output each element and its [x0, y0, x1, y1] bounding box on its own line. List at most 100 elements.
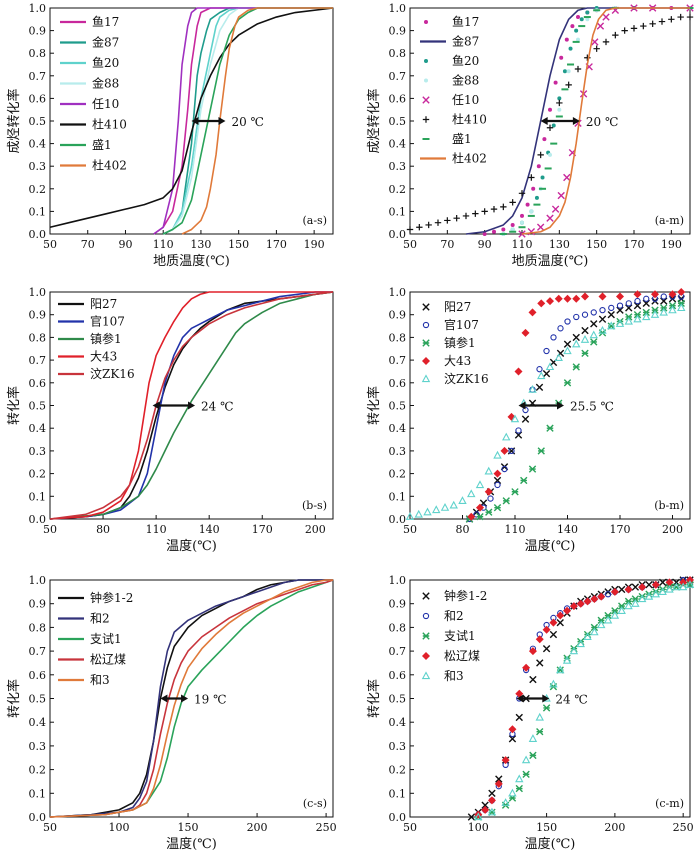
data-point — [492, 229, 496, 234]
data-point — [528, 734, 538, 742]
x-tick-label: 50 — [403, 523, 417, 536]
data-point — [643, 295, 650, 302]
data-point — [625, 304, 633, 312]
y-tick-label: 0.3 — [29, 740, 47, 753]
y-tick-label: 0.5 — [29, 115, 47, 128]
data-point — [501, 756, 510, 765]
legend-swatch — [422, 612, 430, 620]
legend-entry: 支试1 — [422, 628, 476, 643]
data-point — [536, 727, 544, 736]
data-point — [536, 366, 543, 373]
series-鱼20 — [162, 7, 333, 235]
series-line — [49, 579, 333, 818]
annotation: 20 ℃ — [540, 115, 618, 129]
y-tick-label: 0.5 — [389, 400, 407, 413]
data-point — [528, 308, 537, 317]
series-line — [162, 7, 333, 235]
y-tick-label: 1.0 — [389, 2, 407, 15]
data-point — [554, 353, 563, 361]
series-line — [49, 579, 334, 818]
legend-entry: 和2 — [422, 609, 464, 623]
annotation-arrow-head-right — [557, 401, 564, 410]
legend-swatch — [422, 321, 430, 329]
data-point — [453, 214, 460, 222]
annotation-arrow-head-right — [218, 117, 226, 125]
data-point — [658, 587, 667, 595]
series-line — [465, 7, 690, 235]
series-line — [181, 7, 333, 235]
legend-entry: 钟参1-2 — [422, 588, 487, 603]
data-point — [590, 338, 598, 346]
data-point — [501, 798, 510, 806]
x-tick-label: 170 — [252, 523, 273, 536]
x-tick-label: 200 — [247, 821, 268, 834]
data-point — [542, 137, 547, 142]
data-point — [515, 427, 522, 434]
data-point — [528, 647, 537, 656]
data-point — [686, 13, 694, 21]
y-tick-label: 0.0 — [29, 513, 47, 526]
data-point — [548, 107, 552, 112]
y-tick-label: 0.7 — [389, 645, 407, 658]
data-point — [482, 232, 487, 236]
data-point — [596, 620, 606, 629]
data-point — [472, 210, 479, 217]
data-point — [474, 812, 483, 821]
y-tick-label: 0.7 — [389, 354, 407, 367]
series-任10 — [153, 7, 333, 235]
legend-entry: 官107 — [58, 314, 125, 329]
y-tick-label: 0.0 — [389, 228, 407, 241]
y-tick-label: 0.7 — [389, 70, 407, 83]
legend-entry: 镇参1 — [58, 331, 122, 346]
y-tick-label: 0.5 — [389, 115, 407, 128]
legend-entry: 任10 — [422, 93, 479, 107]
data-point — [510, 222, 515, 227]
data-point — [563, 379, 572, 387]
legend-entry: 和2 — [58, 612, 110, 626]
data-point — [508, 725, 517, 734]
data-point — [467, 512, 476, 521]
y-tick-label: 0.2 — [389, 183, 407, 196]
x-axis-label: 温度(℃) — [525, 538, 576, 554]
data-point — [590, 627, 599, 636]
data-point — [528, 465, 537, 473]
data-point — [545, 362, 555, 371]
legend-label: 钟参1-2 — [444, 588, 487, 603]
data-point — [618, 602, 626, 610]
data-point — [573, 313, 580, 321]
data-point — [521, 328, 530, 337]
legend-entry: 支试1 — [58, 631, 122, 646]
legend-entry: 鱼17 — [424, 15, 479, 29]
panel-label: (c-m) — [655, 797, 684, 810]
series-line — [49, 291, 333, 520]
data-point — [576, 15, 580, 20]
data-point — [658, 18, 666, 25]
data-point — [677, 288, 686, 296]
data-point — [502, 432, 511, 441]
series-杜402 — [521, 7, 690, 235]
legend-swatch — [422, 632, 430, 640]
y-tick-label: 1.0 — [389, 286, 407, 299]
y-tick-label: 0.3 — [29, 445, 47, 458]
legend-entry: 金88 — [424, 73, 479, 88]
data-point — [563, 294, 572, 303]
x-tick-label: 50 — [43, 523, 57, 536]
y-tick-label: 0.2 — [29, 764, 47, 777]
data-point — [520, 476, 528, 485]
data-point — [618, 585, 626, 594]
data-point — [642, 299, 650, 308]
legend-label: 盛1 — [452, 131, 472, 146]
data-point — [557, 325, 564, 332]
data-point — [559, 55, 564, 60]
panel-label: (c-s) — [303, 797, 327, 810]
series-line — [49, 7, 334, 228]
legend-label: 钟参1-2 — [90, 590, 133, 605]
y-tick-label: 0.3 — [389, 445, 407, 458]
data-point — [617, 606, 626, 614]
x-axis-label: 温度(℃) — [525, 836, 576, 852]
data-point — [515, 784, 523, 793]
y-tick-label: 0.8 — [389, 47, 407, 60]
legend-label: 松辽煤 — [90, 653, 126, 667]
legend-entry: 金87 — [420, 34, 479, 49]
legend-entry: 汶ZK16 — [58, 366, 135, 381]
